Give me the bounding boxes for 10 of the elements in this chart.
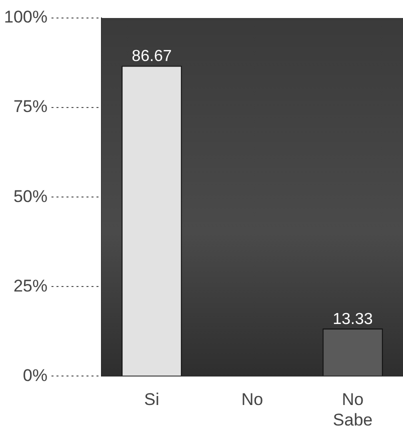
data-label: 86.67	[132, 48, 172, 66]
y-tick-label: 100%	[4, 8, 48, 27]
x-tick-label: No	[241, 390, 264, 410]
y-tick-label: 0%	[22, 366, 48, 385]
x-tick-label: Si	[144, 390, 160, 410]
y-tick-label: 75%	[13, 97, 48, 116]
y-tick-label: 50%	[13, 186, 48, 206]
y-tick-label: 25%	[13, 276, 48, 296]
data-label: 13.33	[332, 310, 373, 328]
x-tick-label: No Sabe	[332, 390, 373, 430]
